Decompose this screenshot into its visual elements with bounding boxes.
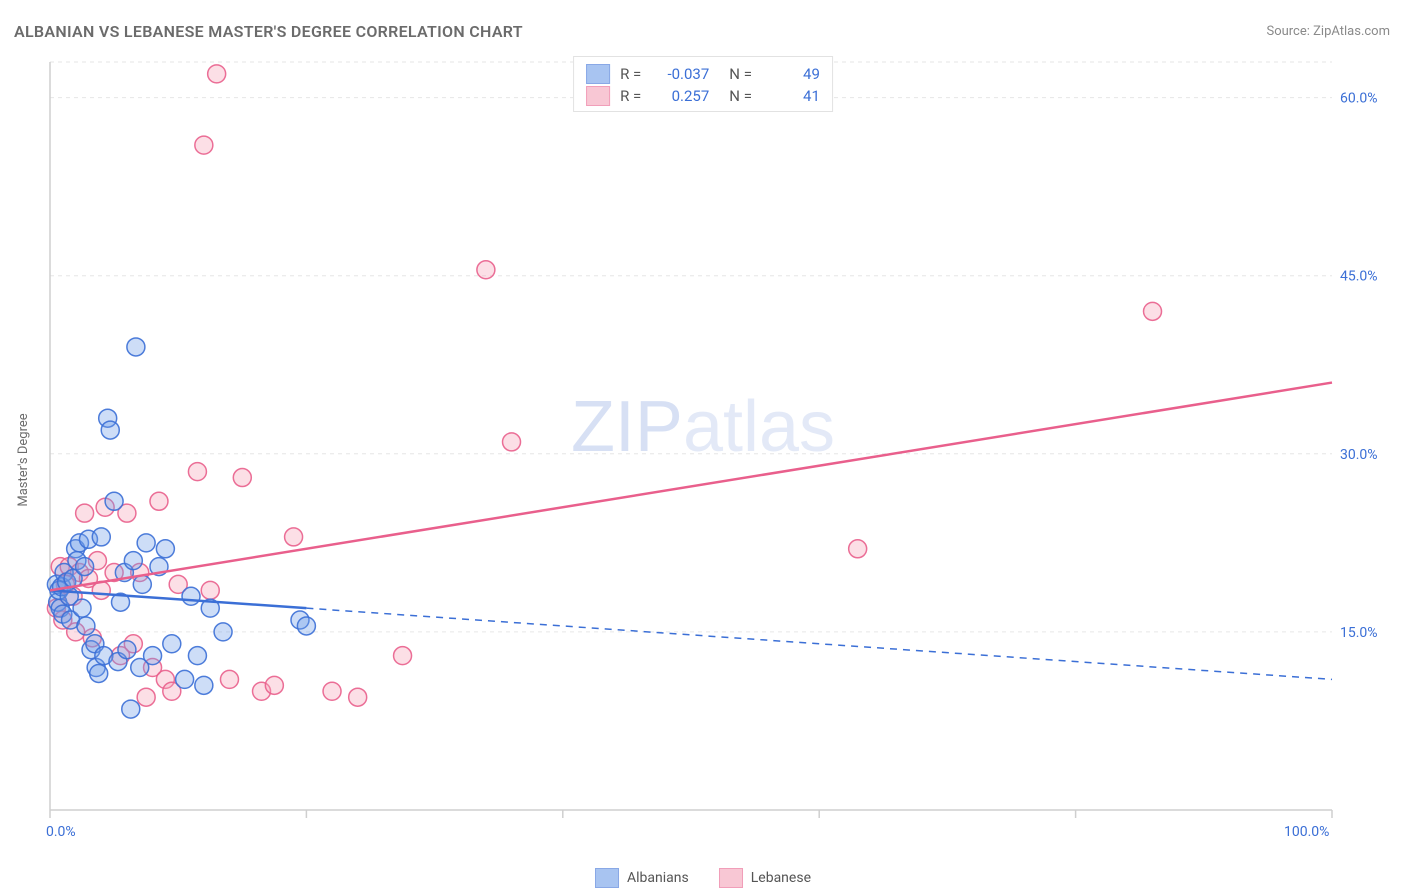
y-tick-label: 30.0%: [1340, 447, 1378, 463]
legend-label-albanians: Albanians: [627, 870, 689, 886]
y-axis-label: Master's Degree: [16, 413, 31, 506]
y-tick-label: 60.0%: [1340, 91, 1378, 107]
legend-item-lebanese: Lebanese: [719, 868, 811, 888]
legend-row-albanians: R = -0.037 N = 49: [586, 63, 820, 85]
data-point: [127, 338, 145, 356]
swatch-lebanese-icon: [719, 868, 743, 888]
data-point: [849, 540, 867, 558]
data-point: [208, 65, 226, 83]
data-point: [90, 664, 108, 682]
data-point: [92, 528, 110, 546]
data-point: [118, 641, 136, 659]
y-tick-label: 15.0%: [1340, 625, 1378, 641]
source-label: Source: ZipAtlas.com: [1266, 24, 1390, 39]
series-legend: Albanians Lebanese: [595, 868, 811, 888]
x-axis-label-max: 100.0%: [1284, 824, 1329, 840]
data-point: [323, 682, 341, 700]
swatch-albanians: [586, 64, 610, 84]
legend-item-albanians: Albanians: [595, 868, 689, 888]
chart-title: ALBANIAN VS LEBANESE MASTER'S DEGREE COR…: [14, 22, 523, 41]
data-point: [105, 492, 123, 510]
data-point: [77, 617, 95, 635]
legend-r-label: R =: [620, 63, 641, 85]
legend-n-lebanese: 41: [766, 85, 820, 107]
data-point: [73, 599, 91, 617]
legend-row-lebanese: R = 0.257 N = 41: [586, 85, 820, 107]
data-point: [349, 688, 367, 706]
data-point: [76, 504, 94, 522]
data-point: [233, 469, 251, 487]
data-point: [1144, 302, 1162, 320]
swatch-albanians-icon: [595, 868, 619, 888]
legend-n-label: N =: [729, 85, 752, 107]
x-axis-label-min: 0.0%: [46, 824, 76, 840]
data-point: [124, 552, 142, 570]
data-point: [133, 575, 151, 593]
data-point: [163, 635, 181, 653]
legend-n-albanians: 49: [766, 63, 820, 85]
correlation-legend: R = -0.037 N = 49 R = 0.257 N = 41: [573, 56, 833, 112]
data-point: [176, 670, 194, 688]
data-point: [394, 647, 412, 665]
data-point: [144, 647, 162, 665]
scatter-chart: 15.0% 30.0% 45.0% 60.0%: [14, 50, 1392, 850]
data-point: [188, 463, 206, 481]
data-point: [285, 528, 303, 546]
data-point: [265, 676, 283, 694]
swatch-lebanese: [586, 86, 610, 106]
y-tick-label: 45.0%: [1340, 269, 1378, 285]
data-point: [182, 587, 200, 605]
data-point: [214, 623, 232, 641]
data-point: [188, 647, 206, 665]
data-point: [195, 136, 213, 154]
data-point: [201, 581, 219, 599]
data-point: [156, 540, 174, 558]
data-point: [101, 421, 119, 439]
legend-r-label: R =: [620, 85, 641, 107]
chart-container: Master's Degree 15.0%30.0%45.0%60.0% ZIP…: [14, 50, 1392, 870]
data-point: [297, 617, 315, 635]
data-point: [137, 688, 155, 706]
data-point: [477, 261, 495, 279]
legend-label-lebanese: Lebanese: [751, 870, 811, 886]
data-point: [122, 700, 140, 718]
data-point: [76, 558, 94, 576]
data-point: [220, 670, 238, 688]
legend-r-albanians: -0.037: [655, 63, 709, 85]
legend-r-lebanese: 0.257: [655, 85, 709, 107]
data-point: [137, 534, 155, 552]
legend-n-label: N =: [729, 63, 752, 85]
data-point: [195, 676, 213, 694]
data-point: [150, 492, 168, 510]
data-point: [503, 433, 521, 451]
